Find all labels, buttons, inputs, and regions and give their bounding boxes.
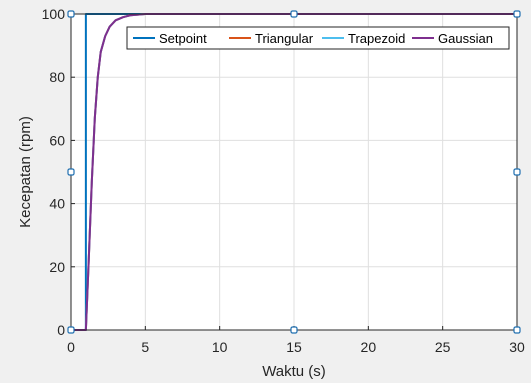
y-tick-label: 80 xyxy=(49,69,65,85)
edit-marker xyxy=(67,10,75,18)
grid xyxy=(71,14,517,330)
x-axis-title: Waktu (s) xyxy=(262,363,326,380)
x-tick-label: 20 xyxy=(361,339,377,355)
edit-marker xyxy=(513,326,521,334)
series-line-gaussian xyxy=(71,13,517,331)
y-tick-label: 100 xyxy=(42,6,66,22)
edit-marker xyxy=(67,326,75,334)
edit-markers xyxy=(67,10,521,334)
x-tick-label: 30 xyxy=(509,339,525,355)
legend-label: Trapezoid xyxy=(348,31,405,46)
edit-marker xyxy=(513,10,521,18)
y-tick-label: 60 xyxy=(49,132,65,148)
y-tick-label: 40 xyxy=(49,196,65,212)
legend: Setpoint Triangular Trapezoid Gaussian xyxy=(126,26,510,50)
edit-marker xyxy=(290,10,298,18)
edit-marker xyxy=(513,168,521,176)
x-tick-label: 15 xyxy=(286,339,302,355)
edit-marker xyxy=(290,326,298,334)
legend-label: Setpoint xyxy=(159,31,207,46)
legend-label: Gaussian xyxy=(438,31,493,46)
legend-label: Triangular xyxy=(255,31,314,46)
legend-box xyxy=(126,26,510,50)
y-tick-label: 20 xyxy=(49,259,65,275)
y-tick-label: 0 xyxy=(57,322,65,338)
x-tick-label: 5 xyxy=(141,339,149,355)
x-tick-label: 25 xyxy=(435,339,451,355)
x-tick-label: 10 xyxy=(212,339,228,355)
y-axis-title: Kecepatan (rpm) xyxy=(17,116,34,228)
edit-marker xyxy=(67,168,75,176)
x-tick-label: 0 xyxy=(67,339,75,355)
